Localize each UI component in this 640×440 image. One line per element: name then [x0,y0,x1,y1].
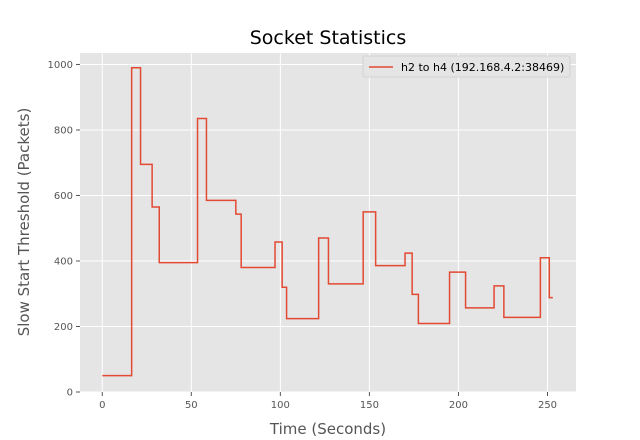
x-tick-label: 0 [99,400,105,411]
x-tick-label: 50 [185,400,198,411]
legend: h2 to h4 (192.168.4.2:38469) [362,55,571,78]
y-tick-label: 0 [67,388,73,399]
series-group [102,66,553,377]
series-line-0 [102,66,553,377]
x-tick-label: 100 [271,400,290,411]
x-tick-label: 200 [449,400,468,411]
y-tick-label: 400 [54,256,73,267]
x-axis-label: Time (Seconds) [269,420,386,438]
x-tick-label: 250 [538,400,557,411]
legend-entry-label: h2 to h4 (192.168.4.2:38469) [401,61,564,74]
y-axis-ticks: 0 200 400 600 800 1000 [48,60,80,399]
x-tick-label: 150 [360,400,379,411]
y-tick-label: 600 [54,191,73,202]
y-tick-label: 1000 [48,60,73,71]
y-tick-label: 200 [54,322,73,333]
plot-area [80,53,576,392]
y-tick-label: 800 [54,125,73,136]
legend-box [362,55,571,78]
x-axis-ticks: 0 50 100 150 200 250 [99,392,557,411]
y-axis-label: Slow Start Threshold (Packets) [15,108,33,337]
chart-title: Socket Statistics [250,27,407,49]
